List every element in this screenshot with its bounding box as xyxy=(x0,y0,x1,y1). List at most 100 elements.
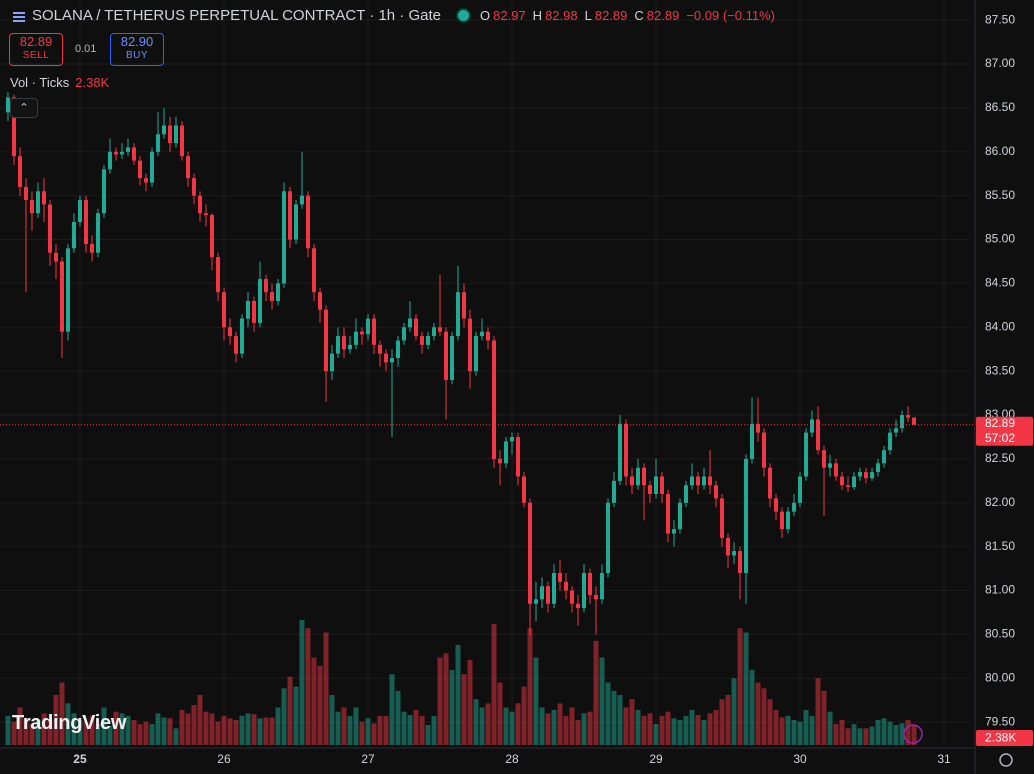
volume-bar xyxy=(629,699,635,745)
candle xyxy=(690,463,695,490)
y-tick-label: 80.00 xyxy=(985,670,1015,684)
candle xyxy=(59,257,64,359)
volume-bar xyxy=(299,620,305,745)
candle xyxy=(870,467,875,481)
candle-body xyxy=(5,97,10,113)
candle xyxy=(762,428,767,477)
volume-bar xyxy=(89,715,95,745)
legend-key: C xyxy=(634,8,644,23)
volume-bar xyxy=(83,721,89,745)
x-tick-label: 29 xyxy=(649,752,663,766)
candle-body xyxy=(714,485,719,499)
volume-bar xyxy=(209,713,215,745)
candle xyxy=(684,480,689,508)
candle-body xyxy=(702,476,707,486)
candle-body xyxy=(864,472,869,479)
collapse-button[interactable]: ⌃ xyxy=(10,98,38,118)
candle-body xyxy=(227,327,232,337)
volume-bar xyxy=(263,717,269,745)
candle-body xyxy=(425,336,430,345)
volume-bar xyxy=(509,711,515,745)
candle xyxy=(654,458,659,499)
candle-body xyxy=(413,318,418,337)
volume-bar xyxy=(749,670,755,745)
candle xyxy=(359,327,364,345)
volume-bar xyxy=(413,710,419,745)
volume-bar xyxy=(371,723,377,745)
candle-body xyxy=(660,476,665,495)
menu-icon[interactable] xyxy=(13,12,25,24)
candle-body xyxy=(588,573,593,595)
candle xyxy=(383,349,388,372)
volume-bar xyxy=(671,718,677,745)
legend-value: 82.89 xyxy=(646,8,680,23)
volume-label-box xyxy=(976,730,1033,746)
y-tick-label: 79.50 xyxy=(985,714,1015,728)
candle xyxy=(744,454,749,604)
candle-body xyxy=(744,458,749,574)
volume-bar xyxy=(845,728,851,745)
candle-body xyxy=(125,147,130,152)
candle xyxy=(822,445,827,516)
volume-bar xyxy=(623,707,629,745)
candle-body xyxy=(305,195,310,249)
plot-background xyxy=(0,0,970,745)
candle-body xyxy=(732,551,737,556)
candle xyxy=(461,283,466,328)
candle xyxy=(624,419,629,486)
y-tick-label: 84.00 xyxy=(985,319,1015,333)
candle xyxy=(467,309,472,389)
candle xyxy=(149,147,154,187)
buy-label: BUY xyxy=(125,50,149,61)
candle xyxy=(558,559,563,591)
candle-body xyxy=(479,331,484,337)
volume-bar xyxy=(317,665,323,745)
volume-bar xyxy=(785,715,791,745)
volume-bar xyxy=(773,710,779,745)
candle-body xyxy=(251,300,256,323)
candle xyxy=(510,432,515,455)
candle-body xyxy=(870,472,875,479)
candle xyxy=(443,327,448,420)
volume-bar xyxy=(365,718,371,745)
candle xyxy=(317,287,322,323)
candle xyxy=(191,173,196,205)
candle xyxy=(377,340,382,367)
candle-body xyxy=(690,476,695,486)
candle xyxy=(882,445,887,468)
volume-bar xyxy=(683,715,689,745)
volume-bar xyxy=(125,715,131,745)
candle-body xyxy=(804,432,809,477)
y-tick-label: 87.00 xyxy=(985,56,1015,70)
candle-body xyxy=(401,327,406,341)
y-tick-label: 87.50 xyxy=(985,12,1015,26)
candle xyxy=(552,564,557,609)
candle-body xyxy=(546,586,551,604)
volume-bar xyxy=(647,713,653,745)
volume-bar xyxy=(287,676,293,745)
candle-body xyxy=(371,318,376,345)
sell-button[interactable]: 82.89 SELL xyxy=(9,33,63,66)
y-tick-label: 82.50 xyxy=(985,451,1015,465)
volume-bar xyxy=(131,720,137,745)
candle xyxy=(792,494,797,516)
candle xyxy=(89,235,94,262)
volume-bar xyxy=(275,707,281,745)
volume-legend: Vol · Ticks 2.38K xyxy=(10,75,109,90)
candle-body xyxy=(618,423,623,481)
volume-bar xyxy=(185,713,191,745)
volume-bar xyxy=(419,715,425,745)
candle-body xyxy=(672,529,677,534)
countdown-label: 57:02 xyxy=(985,431,1015,445)
volume-bar xyxy=(35,720,41,745)
buy-button[interactable]: 82.90 BUY xyxy=(110,33,164,66)
candle xyxy=(257,261,262,328)
candle-body xyxy=(786,511,791,530)
volume-bar xyxy=(281,688,287,745)
volume-bar xyxy=(521,686,527,745)
legend-key: L xyxy=(584,8,592,23)
candle-body xyxy=(17,156,22,187)
candle-body xyxy=(576,603,581,609)
candle-body xyxy=(71,222,76,249)
